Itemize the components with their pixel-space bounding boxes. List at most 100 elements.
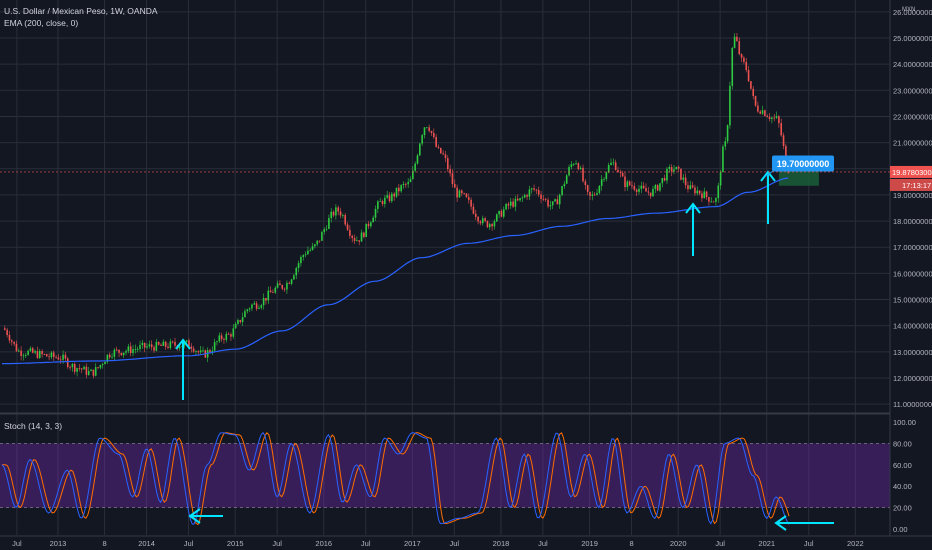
candle-body	[97, 367, 99, 368]
candle-body	[248, 308, 251, 310]
price-tick-label: 14.00000000	[893, 322, 932, 331]
candle-body	[750, 81, 752, 89]
candle-body	[64, 354, 67, 359]
candle-body	[10, 340, 13, 342]
candle-body	[715, 198, 717, 202]
candle-body	[230, 334, 232, 337]
candle-body	[188, 340, 190, 347]
ema-legend[interactable]: EMA (200, close, 0)	[4, 18, 79, 28]
candle-body	[654, 185, 657, 189]
price-tick-label: 21.00000000	[893, 139, 932, 148]
up-arrow-annotation[interactable]	[685, 202, 701, 256]
candle-body	[663, 178, 666, 181]
candle-body	[183, 341, 186, 346]
candle-body	[244, 311, 246, 318]
candle-body	[701, 193, 703, 199]
candle-body	[290, 279, 293, 284]
candle-body	[428, 127, 430, 132]
candle-body	[666, 168, 668, 181]
candle-body	[509, 201, 512, 206]
candle-body	[589, 191, 591, 196]
countdown-text: 17:13:17	[902, 181, 931, 190]
candle-body	[66, 358, 69, 368]
candle-body	[754, 96, 757, 106]
time-tick-label: 8	[629, 539, 633, 548]
candle-body	[27, 350, 29, 355]
candle-body	[209, 350, 211, 353]
candle-body	[603, 179, 605, 180]
candle-body	[139, 345, 141, 349]
candle-body	[276, 283, 279, 288]
candle-body	[400, 185, 402, 192]
candle-body	[423, 127, 426, 136]
candle-body	[311, 246, 314, 250]
candle-body	[691, 185, 694, 188]
candle-body	[514, 198, 517, 207]
target-price-callout[interactable]: 19.70000000	[764, 155, 834, 178]
left-arrow-annotation[interactable]	[188, 508, 223, 524]
candle-body	[474, 213, 477, 217]
candle-body	[337, 207, 340, 212]
candle-body	[698, 190, 701, 194]
candle-body	[218, 335, 221, 342]
candle-body	[195, 351, 197, 352]
candle-body	[610, 162, 612, 166]
candle-body	[628, 181, 631, 186]
candle-body	[624, 176, 626, 188]
candle-body	[542, 198, 545, 200]
stoch-legend[interactable]: Stoch (14, 3, 3)	[4, 421, 63, 431]
currency-label: MXN	[902, 7, 916, 13]
candle-body	[367, 223, 370, 227]
candle-body	[764, 110, 766, 116]
candle-body	[339, 211, 342, 216]
candle-body	[712, 201, 715, 203]
candle-body	[155, 341, 158, 351]
candle-body	[456, 187, 458, 198]
candle-body	[645, 187, 647, 192]
candle-body	[600, 179, 603, 186]
candle-body	[421, 135, 423, 144]
candle-body	[775, 116, 778, 118]
candle-body	[118, 349, 120, 353]
candle-body	[220, 335, 223, 340]
candle-body	[274, 287, 277, 293]
candle-body	[398, 187, 400, 192]
candle-body	[134, 349, 137, 350]
time-tick-label: Jul	[12, 539, 22, 548]
candle-body	[743, 57, 745, 62]
candle-body	[565, 175, 568, 184]
candle-body	[729, 85, 731, 126]
up-arrow-annotation[interactable]	[175, 338, 191, 400]
candle-body	[372, 217, 374, 223]
candle-body	[523, 195, 526, 198]
candle-body	[407, 182, 409, 185]
stoch-k-line	[1, 431, 790, 525]
stoch-tick-label: 40.00	[893, 482, 912, 491]
candle-body	[670, 167, 673, 172]
candle-body	[640, 185, 643, 189]
candle-body	[412, 170, 414, 180]
candle-body	[239, 320, 242, 323]
price-tick-label: 25.00000000	[893, 34, 932, 43]
candle-body	[370, 222, 372, 227]
candle-body	[153, 347, 155, 351]
candle-body	[391, 193, 393, 202]
candle-body	[358, 240, 360, 242]
candle-body	[647, 191, 650, 193]
candle-body	[393, 193, 395, 197]
candle-body	[92, 369, 95, 376]
candle-body	[45, 354, 48, 357]
symbol-title[interactable]: U.S. Dollar / Mexican Peso, 1W, OANDA	[4, 6, 158, 16]
last-price-text: 19.87803000	[892, 168, 932, 177]
candle-body	[638, 188, 640, 192]
price-tick-label: 13.00000000	[893, 348, 932, 357]
candle-body	[710, 201, 713, 203]
left-arrow-annotation[interactable]	[774, 515, 834, 531]
candle-body	[549, 205, 552, 207]
candle-body	[544, 199, 547, 200]
price-tick-label: 12.00000000	[893, 374, 932, 383]
price-tick-label: 11.00000000	[893, 400, 932, 409]
candle-body	[491, 224, 493, 227]
